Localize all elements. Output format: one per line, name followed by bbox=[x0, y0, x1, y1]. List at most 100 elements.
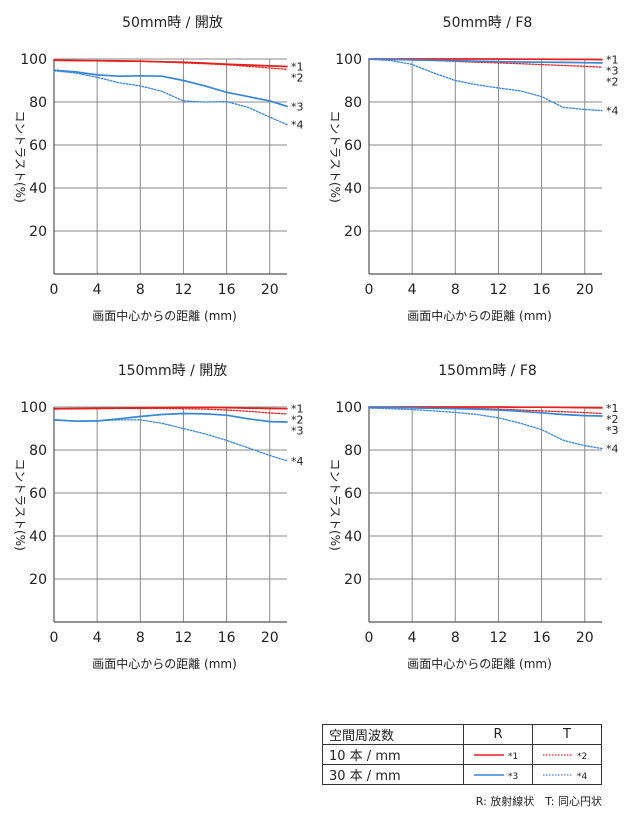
chart-title: 50mm時 / F8 bbox=[443, 15, 533, 31]
legend-header-row: 空間周波数 R T bbox=[322, 724, 602, 745]
y-tick-label: 40 bbox=[29, 529, 47, 545]
x-tick-label: 12 bbox=[490, 282, 508, 298]
series-end-label: *2 bbox=[606, 413, 619, 426]
x-tick-label: 4 bbox=[93, 282, 102, 298]
x-tick-label: 16 bbox=[218, 630, 236, 646]
series-line bbox=[53, 407, 288, 415]
y-tick-label: 100 bbox=[335, 52, 362, 68]
series-end-label: *3 bbox=[291, 100, 304, 113]
mtf-chart-panel: 50mm時 / F8 20 40 60 80 100 0 4 8 12 16 20 画面中心からの距離 … bbox=[328, 15, 619, 323]
y-tick-label: 20 bbox=[344, 572, 362, 588]
y-tick-label: 40 bbox=[29, 181, 47, 197]
legend-mark-3: *3 bbox=[508, 772, 518, 782]
y-tick-label: 80 bbox=[344, 443, 362, 459]
x-tick-label: 12 bbox=[175, 630, 193, 646]
y-axis-label: コントラスト(%) bbox=[328, 458, 342, 551]
legend-sample-r-10: *1 bbox=[463, 744, 533, 765]
series-end-label: *4 bbox=[606, 105, 619, 118]
series-line bbox=[53, 70, 288, 126]
chart-title: 150mm時 / F8 bbox=[438, 363, 537, 379]
series-end-label: *4 bbox=[606, 442, 619, 455]
legend-sample-t-10: *2 bbox=[532, 744, 602, 765]
y-axis-label: コントラスト(%) bbox=[328, 110, 342, 203]
series-end-label: *3 bbox=[291, 425, 304, 438]
y-tick-label: 100 bbox=[335, 400, 362, 416]
y-tick-label: 40 bbox=[344, 181, 362, 197]
series-end-label: *2 bbox=[291, 414, 304, 427]
x-tick-label: 0 bbox=[50, 630, 59, 646]
x-tick-label: 0 bbox=[365, 282, 374, 298]
legend-table: 空間周波数 R T 10 本 / mm *1 *2 30 本 / mm *3 bbox=[322, 724, 602, 785]
legend-mark-4: *4 bbox=[577, 772, 588, 782]
series-line bbox=[53, 419, 288, 462]
x-tick-label: 8 bbox=[451, 282, 460, 298]
legend-mark-1: *1 bbox=[508, 752, 518, 762]
series-end-label: *4 bbox=[291, 455, 304, 468]
x-tick-label: 12 bbox=[175, 282, 193, 298]
series-line bbox=[53, 69, 288, 108]
x-tick-label: 20 bbox=[261, 630, 279, 646]
series-end-label: *4 bbox=[291, 119, 304, 132]
x-tick-label: 8 bbox=[136, 630, 145, 646]
x-tick-label: 20 bbox=[576, 282, 594, 298]
y-axis-label: コントラスト(%) bbox=[13, 110, 27, 203]
x-axis-label: 画面中心からの距離 (mm) bbox=[407, 656, 552, 671]
y-tick-label: 60 bbox=[344, 138, 362, 154]
x-tick-label: 16 bbox=[218, 282, 236, 298]
series-end-label: *2 bbox=[291, 72, 304, 85]
series-end-label: *3 bbox=[606, 424, 619, 437]
x-tick-label: 16 bbox=[533, 282, 551, 298]
series-end-label: *3 bbox=[606, 65, 619, 78]
legend-note: R: 放射線状 T: 同心円状 bbox=[475, 795, 602, 808]
x-tick-label: 0 bbox=[50, 282, 59, 298]
y-tick-label: 20 bbox=[29, 224, 47, 240]
y-tick-label: 60 bbox=[344, 486, 362, 502]
legend-header-r: R bbox=[463, 724, 533, 745]
series-line bbox=[368, 406, 603, 417]
y-tick-label: 60 bbox=[29, 486, 47, 502]
y-tick-label: 20 bbox=[29, 572, 47, 588]
x-tick-label: 4 bbox=[408, 282, 417, 298]
legend-row-30: 30 本 / mm *3 *4 bbox=[322, 764, 602, 785]
x-axis-label: 画面中心からの距離 (mm) bbox=[92, 656, 237, 671]
x-tick-label: 4 bbox=[408, 630, 417, 646]
legend-sample-t-30: *4 bbox=[532, 764, 602, 785]
y-tick-label: 80 bbox=[29, 95, 47, 111]
mtf-chart-panel: 50mm時 / 開放 20 40 60 80 100 0 4 8 12 16 20 画面中心からの距離 … bbox=[13, 15, 304, 323]
y-tick-label: 40 bbox=[344, 529, 362, 545]
legend-row-label: 10 本 / mm bbox=[322, 744, 464, 765]
x-axis-label: 画面中心からの距離 (mm) bbox=[407, 308, 552, 323]
legend-mark-2: *2 bbox=[577, 752, 587, 762]
series-end-label: *2 bbox=[606, 76, 619, 89]
series-end-label: *1 bbox=[291, 403, 304, 416]
chart-title: 150mm時 / 開放 bbox=[118, 363, 228, 379]
series-line bbox=[368, 58, 603, 112]
x-tick-label: 4 bbox=[93, 630, 102, 646]
series-line bbox=[368, 407, 603, 450]
y-tick-label: 60 bbox=[29, 138, 47, 154]
series-line bbox=[53, 59, 288, 70]
y-tick-label: 100 bbox=[20, 400, 47, 416]
y-tick-label: 80 bbox=[29, 443, 47, 459]
legend-row-10: 10 本 / mm *1 *2 bbox=[322, 744, 602, 765]
x-tick-label: 20 bbox=[576, 630, 594, 646]
legend-row-label: 30 本 / mm bbox=[322, 764, 464, 785]
y-axis-label: コントラスト(%) bbox=[13, 458, 27, 551]
x-tick-label: 0 bbox=[365, 630, 374, 646]
mtf-chart-panel: 150mm時 / 開放 20 40 60 80 100 0 4 8 12 16 20 画面中心からの距離… bbox=[13, 363, 304, 671]
legend-sample-r-30: *3 bbox=[463, 764, 533, 785]
x-tick-label: 8 bbox=[451, 630, 460, 646]
series-line bbox=[368, 58, 603, 64]
y-tick-label: 80 bbox=[344, 95, 362, 111]
series-end-label: *1 bbox=[606, 54, 619, 67]
y-tick-label: 20 bbox=[344, 224, 362, 240]
x-tick-label: 8 bbox=[136, 282, 145, 298]
legend-header-frequency: 空間周波数 bbox=[322, 724, 464, 745]
x-tick-label: 16 bbox=[533, 630, 551, 646]
legend-header-t: T bbox=[532, 724, 602, 745]
chart-title: 50mm時 / 開放 bbox=[122, 15, 223, 31]
x-tick-label: 12 bbox=[490, 630, 508, 646]
mtf-chart-panel: 150mm時 / F8 20 40 60 80 100 0 4 8 12 16 20 画面中心からの距離… bbox=[328, 363, 619, 671]
x-tick-label: 20 bbox=[261, 282, 279, 298]
